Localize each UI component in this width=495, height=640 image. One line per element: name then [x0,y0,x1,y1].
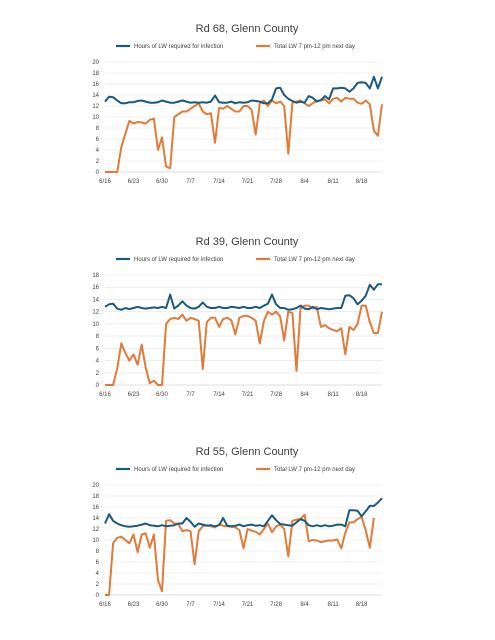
y-tick-label: 0 [96,593,100,599]
x-tick-label: 7/21 [242,392,254,398]
y-tick-label: 12 [92,310,99,316]
legend-label: Hours of LW required for infection [134,257,223,263]
y-tick-label: 20 [92,60,99,66]
series-line [104,283,382,311]
y-tick-label: 0 [96,170,100,176]
y-tick-label: 8 [96,549,100,555]
x-tick-label: 7/21 [242,602,254,608]
y-tick-label: 2 [96,371,100,377]
x-tick-label: 7/14 [213,392,225,398]
series-line [105,304,383,386]
legend-label: Total LW 7 pm-12 pm next day [274,467,355,473]
y-tick-label: 0 [96,383,100,389]
y-tick-label: 2 [96,159,100,165]
x-tick-label: 7/21 [242,179,254,185]
x-tick-label: 8/18 [356,179,368,185]
y-tick-label: 18 [92,71,99,77]
legend-label: Hours of LW required for infection [134,44,223,50]
x-tick-label: 6/16 [99,602,111,608]
chart-title: Rd 68, Glenn County [196,23,299,35]
x-tick-label: 8/4 [300,179,309,185]
y-tick-label: 16 [92,285,99,291]
x-tick-label: 8/4 [300,602,309,608]
y-tick-label: 8 [96,126,100,132]
y-tick-label: 6 [96,560,100,566]
y-tick-label: 10 [92,322,99,328]
x-tick-label: 7/7 [186,179,195,185]
x-tick-label: 7/14 [213,179,225,185]
x-tick-label: 7/28 [270,179,282,185]
y-tick-label: 18 [92,494,99,500]
y-tick-label: 4 [96,359,100,365]
chart-rd-39: Rd 39, Glenn County Hours of LW required … [92,236,383,398]
y-tick-label: 4 [96,571,100,577]
legend-label: Total LW 7 pm-12 pm next day [274,44,355,50]
y-tick-label: 12 [92,527,99,533]
y-tick-label: 6 [96,346,100,352]
y-tick-label: 18 [92,273,99,279]
y-tick-label: 10 [92,115,99,121]
y-tick-label: 4 [96,148,100,154]
y-tick-label: 14 [92,516,99,522]
x-tick-label: 8/11 [328,392,340,398]
x-tick-label: 8/11 [328,179,340,185]
x-tick-label: 7/28 [270,392,282,398]
series-line [105,96,383,173]
chart-title: Rd 39, Glenn County [196,236,299,248]
y-tick-label: 2 [96,582,100,588]
x-tick-label: 8/11 [328,602,340,608]
chart-rd-68: Rd 68, Glenn County Hours of LW required … [92,23,383,185]
y-tick-label: 20 [92,483,99,489]
legend-label: Total LW 7 pm-12 pm next day [274,257,355,263]
x-tick-label: 6/23 [128,602,140,608]
x-tick-label: 6/30 [156,392,168,398]
chart-rd-55: Rd 55, Glenn County Hours of LW required … [92,446,383,608]
y-tick-label: 6 [96,137,100,143]
x-tick-label: 7/7 [186,602,195,608]
x-tick-label: 6/23 [128,392,140,398]
series-line [104,497,383,528]
y-tick-label: 14 [92,93,99,99]
x-tick-label: 8/18 [356,602,368,608]
y-tick-label: 8 [96,334,100,340]
x-tick-label: 6/23 [128,179,140,185]
x-tick-label: 8/4 [300,392,309,398]
y-tick-label: 12 [92,104,99,110]
x-tick-label: 6/16 [99,392,111,398]
x-tick-label: 7/7 [186,392,195,398]
y-tick-label: 16 [92,82,99,88]
series-line [105,513,375,596]
chart-title: Rd 55, Glenn County [196,446,299,458]
y-tick-label: 16 [92,505,99,511]
legend-label: Hours of LW required for infection [134,467,223,473]
x-tick-label: 6/16 [99,179,111,185]
x-tick-label: 7/28 [270,602,282,608]
y-tick-label: 10 [92,538,99,544]
series-line [104,75,383,105]
x-tick-label: 6/30 [156,179,168,185]
y-tick-label: 14 [92,297,99,303]
x-tick-label: 6/30 [156,602,168,608]
x-tick-label: 7/14 [213,602,225,608]
x-tick-label: 8/18 [356,392,368,398]
